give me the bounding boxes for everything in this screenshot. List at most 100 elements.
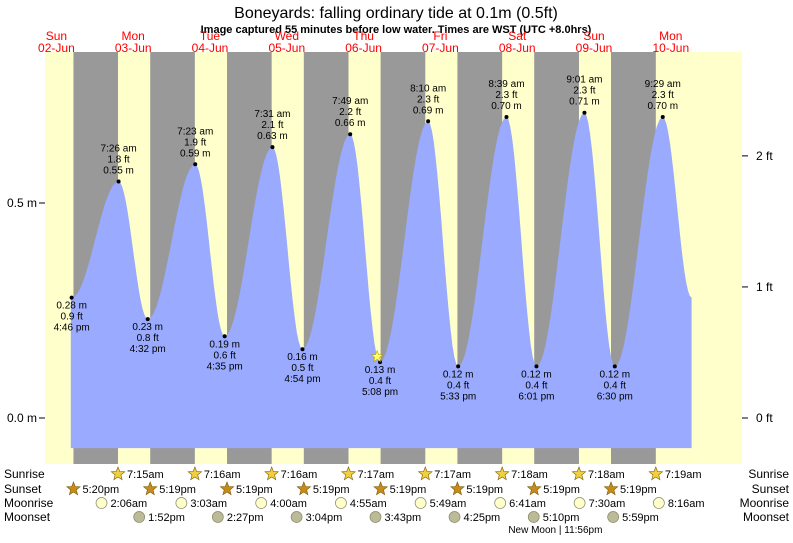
tide-label-line: 7:49 am	[332, 96, 368, 107]
day-label-dow: Mon	[122, 29, 145, 43]
moonrise-time: 4:00am	[270, 498, 307, 510]
sunrise-event: 7:16am	[264, 466, 317, 481]
sunset-time: 5:19pm	[543, 484, 580, 496]
tide-label-line: 0.63 m	[257, 131, 288, 142]
moonset-disc-icon	[369, 511, 382, 523]
sunrise-row-label-left: Sunrise	[4, 467, 45, 481]
moonrise-event: 5:49am	[414, 497, 467, 510]
right-axis-tick-label: 0 ft	[756, 411, 773, 425]
sunrise-time: 7:17am	[358, 469, 395, 481]
tide-label-line: 2.2 ft	[339, 107, 361, 118]
moonrise-disc-icon	[414, 497, 427, 509]
sunrise-event: 7:18am	[571, 466, 625, 481]
chart-header: Boneyards: falling ordinary tide at 0.1m…	[201, 5, 592, 36]
tide-label-line: 2.3 ft	[573, 86, 595, 97]
sunset-time: 5:19pm	[313, 484, 350, 496]
sunrise-event: 7:17am	[417, 466, 471, 481]
tide-label-line: 0.70 m	[491, 101, 522, 112]
sunrise-star-icon	[110, 466, 126, 481]
moonset-event: 2:27pm	[211, 511, 264, 524]
sunset-time: 5:19pm	[466, 484, 503, 496]
sunset-time: 5:19pm	[620, 484, 657, 496]
tide-label-line: 5:33 pm	[440, 391, 476, 402]
day-label-date: 07-Jun	[422, 41, 459, 55]
tide-label-line: 0.4 ft	[525, 380, 547, 391]
tide-label-line: 0.4 ft	[369, 376, 391, 387]
sun-moon-rows: Sunrise Sunrise 7:15am 7:16am 7:16am 7:17am 7:…	[4, 466, 790, 536]
moonrise-time: 2:06am	[111, 498, 148, 510]
sunrise-time: 7:19am	[665, 469, 702, 481]
moonrise-time: 6:41am	[509, 498, 546, 510]
low-tide-label: 0.23 m0.8 ft4:32 pm	[130, 317, 166, 355]
tide-point	[426, 119, 431, 124]
day-label-date: 06-Jun	[345, 41, 382, 55]
tide-label-line: 7:31 am	[254, 109, 290, 120]
day-label-date: 04-Jun	[192, 41, 229, 55]
sunset-star-icon	[603, 481, 619, 496]
low-tide-label: 0.12 m0.4 ft6:30 pm	[597, 364, 633, 402]
tide-label-line: 0.9 ft	[61, 312, 83, 323]
tide-point	[145, 317, 150, 322]
tide-label-line: 0.12 m	[443, 369, 474, 380]
tide-point	[193, 162, 198, 167]
tide-point	[222, 334, 227, 339]
moonrise-disc-icon	[175, 497, 188, 509]
high-tide-label: 7:23 am1.9 ft0.59 m	[177, 126, 213, 167]
sunset-event: 5:19pm	[603, 481, 657, 496]
sunrise-star-icon	[417, 466, 433, 481]
moonset-time: 5:10pm	[543, 512, 580, 524]
sunset-star-icon	[296, 481, 312, 496]
day-label-dow: Sun	[583, 29, 604, 43]
moonset-disc-icon	[448, 511, 461, 523]
low-tide-label: 0.13 m0.4 ft5:08 pm	[362, 360, 398, 398]
moonrise-disc-icon	[335, 497, 347, 509]
day-label-date: 08-Jun	[499, 41, 536, 55]
sunset-star-icon	[142, 481, 158, 496]
day-label-dow: Tue	[200, 29, 221, 43]
tide-point	[612, 364, 617, 369]
day-label-date: 05-Jun	[268, 41, 305, 55]
moonset-disc-icon	[211, 511, 224, 523]
tide-label-line: 0.70 m	[647, 101, 678, 112]
left-axis-tick-label: 0.5 m	[7, 196, 37, 210]
day-label-dow: Sat	[508, 29, 527, 43]
tide-curve	[70, 112, 692, 449]
moonrise-row-label-right: Moonrise	[740, 496, 790, 510]
sunset-event: 5:19pm	[142, 481, 196, 496]
tide-point	[300, 347, 305, 352]
tide-point	[69, 295, 74, 300]
moonrise-time: 5:49am	[430, 498, 467, 510]
day-label-dow: Mon	[659, 29, 682, 43]
moonrise-event: 8:16am	[653, 497, 705, 510]
sunset-time: 5:20pm	[82, 484, 119, 496]
tide-label-line: 0.69 m	[413, 105, 444, 116]
sunset-event: 5:20pm	[65, 481, 119, 496]
tide-label-line: 6:30 pm	[597, 391, 633, 402]
right-axis-tick-label: 2 ft	[756, 149, 773, 163]
moonrise-event: 3:03am	[175, 497, 227, 510]
high-tide-label: 7:31 am2.1 ft0.63 m	[254, 109, 291, 150]
high-tide-label: 9:29 am2.3 ft0.70 m	[645, 79, 681, 119]
tide-label-line: 0.12 m	[521, 369, 552, 380]
moonrise-time: 4:55am	[350, 498, 387, 510]
moonrise-time: 3:03am	[190, 498, 227, 510]
moonrise-event: 4:55am	[335, 497, 387, 510]
left-axis-tick-label: 0.0 m	[7, 411, 37, 425]
moonset-time: 5:59pm	[622, 512, 659, 524]
sunrise-time: 7:18am	[511, 469, 548, 481]
day-label-date: 03-Jun	[115, 41, 152, 55]
moonrise-event: 2:06am	[95, 497, 148, 510]
tide-point	[534, 364, 539, 369]
sunset-star-icon	[449, 481, 465, 496]
tide-point	[660, 115, 665, 119]
moonset-time: 2:27pm	[227, 512, 264, 524]
sunset-event: 5:19pm	[296, 481, 350, 496]
tide-label-line: 4:32 pm	[130, 344, 166, 355]
moonrise-disc-icon	[95, 497, 108, 509]
high-tide-label: 8:39 am2.3 ft0.70 m	[488, 79, 525, 119]
tide-label-line: 7:23 am	[177, 126, 213, 137]
sunset-event: 5:19pm	[219, 481, 273, 496]
tide-label-line: 0.5 ft	[291, 363, 313, 374]
